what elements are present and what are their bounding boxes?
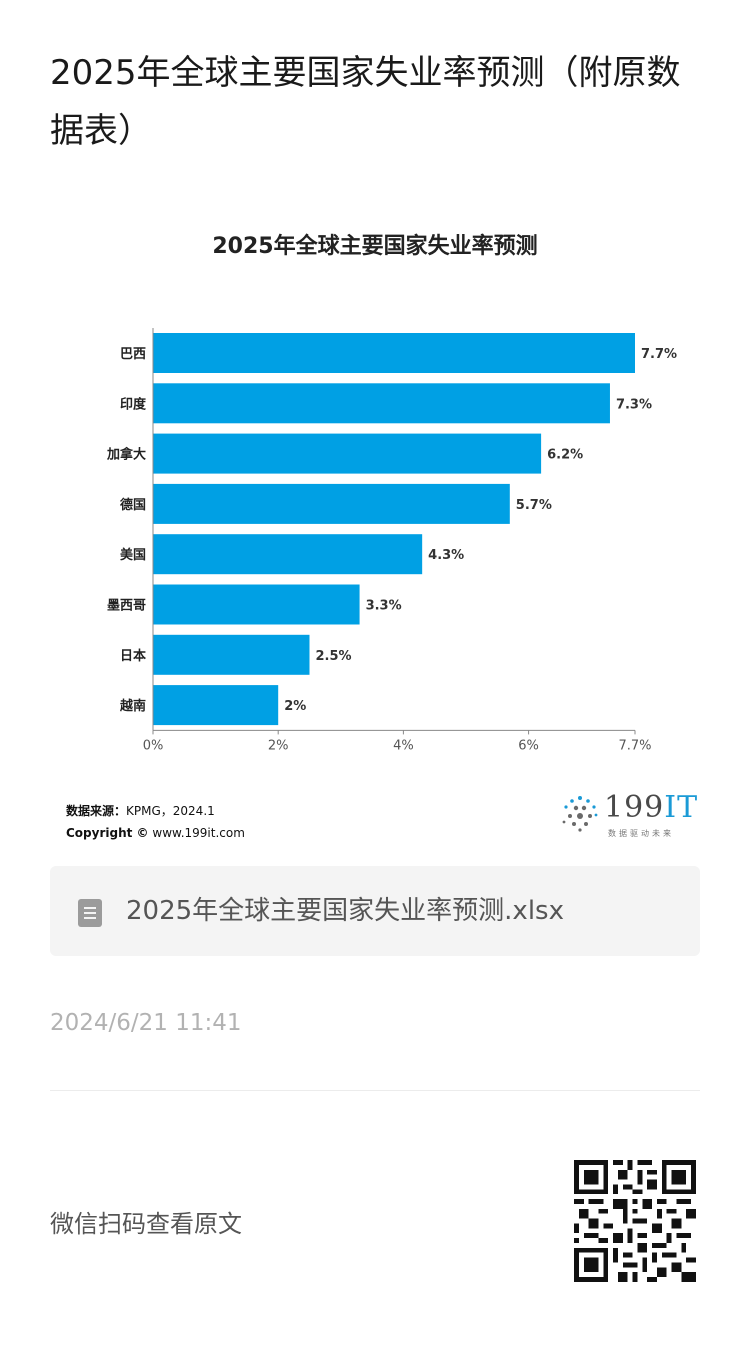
article-title: 2025年全球主要国家失业率预测（附原数据表） bbox=[50, 53, 681, 151]
data-label: 3.3% bbox=[366, 599, 402, 614]
attachment-card[interactable]: 2025年全球主要国家失业率预测.xlsx bbox=[50, 866, 700, 956]
chart-card: 巴西 7.7% 印度 7.3% 加拿大 6.2% 德国 5.7% 美国 4.3% 墨西哥 3.3% 日本… bbox=[50, 210, 700, 850]
x-tick-label: 7.7% bbox=[618, 738, 651, 753]
source-label: 数据来源： bbox=[66, 804, 127, 818]
bar-chart: 巴西 7.7% 印度 7.3% 加拿大 6.2% 德国 5.7% 美国 4.3% 墨西哥 3.3% 日本… bbox=[106, 328, 677, 753]
category-label: 巴西 bbox=[120, 347, 146, 362]
category-label: 墨西哥 bbox=[107, 598, 146, 614]
brand-logo: 199IT 数据驱动未来 bbox=[558, 790, 698, 840]
bar bbox=[153, 483, 510, 524]
bar bbox=[153, 333, 635, 373]
bar bbox=[153, 433, 542, 474]
logo-text: 199IT bbox=[604, 790, 699, 825]
source-value: KPMG，2024.1 bbox=[126, 804, 215, 818]
copyright-value: www.199it.com bbox=[152, 826, 245, 840]
category-label: 加拿大 bbox=[106, 447, 146, 463]
copyright-label: Copyright © bbox=[66, 826, 149, 840]
publish-timestamp: 2024/6/21 11:41 bbox=[50, 1010, 242, 1036]
category-label: 印度 bbox=[120, 396, 147, 412]
category-label: 日本 bbox=[120, 648, 146, 664]
x-tick-label: 4% bbox=[393, 738, 414, 753]
source-block: 数据来源：KPMG，2024.1 Copyright © www.199it.c… bbox=[66, 800, 245, 844]
data-label: 2% bbox=[284, 699, 306, 714]
spreadsheet-file-icon bbox=[78, 899, 102, 927]
category-label: 越南 bbox=[119, 698, 146, 714]
data-label: 7.3% bbox=[616, 397, 652, 412]
data-label: 6.2% bbox=[547, 448, 583, 463]
category-label: 美国 bbox=[120, 547, 146, 563]
bar bbox=[153, 634, 310, 675]
logo-subtitle: 数据驱动未来 bbox=[608, 829, 674, 838]
x-tick-label: 6% bbox=[518, 738, 539, 753]
bar bbox=[153, 383, 610, 424]
chart-title: 2025年全球主要国家失业率预测 bbox=[212, 234, 538, 259]
category-label: 德国 bbox=[120, 497, 146, 513]
bar bbox=[153, 584, 360, 625]
data-label: 4.3% bbox=[428, 548, 464, 563]
logo-dots-icon bbox=[562, 796, 598, 832]
scan-prompt: 微信扫码查看原文 bbox=[50, 1210, 242, 1238]
x-tick-label: 0% bbox=[143, 738, 164, 753]
x-tick-label: 2% bbox=[268, 738, 289, 753]
divider bbox=[50, 1090, 700, 1091]
bar bbox=[153, 534, 423, 575]
bar bbox=[153, 685, 279, 726]
data-label: 7.7% bbox=[641, 347, 677, 362]
attachment-filename: 2025年全球主要国家失业率预测.xlsx bbox=[126, 896, 564, 926]
qr-code-icon[interactable] bbox=[574, 1160, 696, 1282]
data-label: 5.7% bbox=[516, 498, 552, 513]
data-label: 2.5% bbox=[315, 649, 351, 664]
